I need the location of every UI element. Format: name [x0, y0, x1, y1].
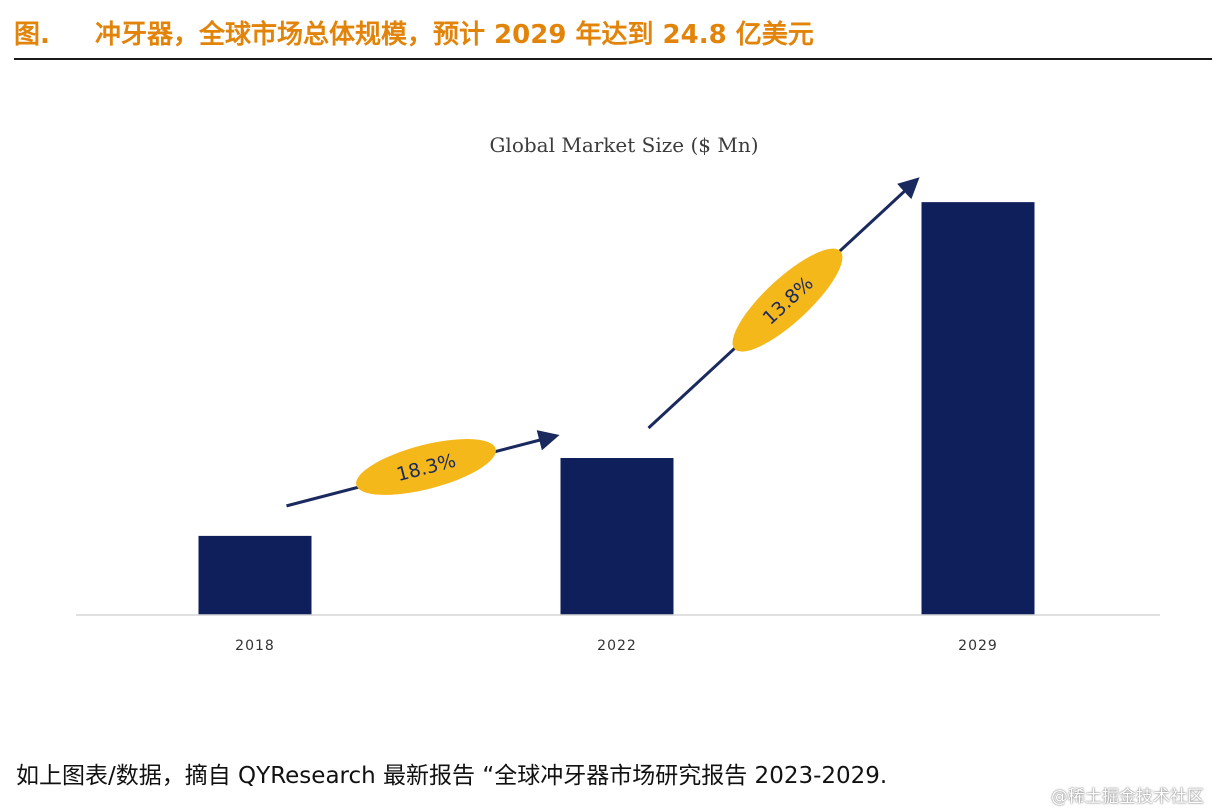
x-tick-label-2029: 2029	[958, 638, 998, 654]
market-size-bar-chart: Global Market Size ($ Mn) 2018 2022 2029 1…	[76, 133, 1160, 654]
x-axis-ticks: 2018 2022 2029	[235, 638, 998, 654]
bars-layer	[198, 202, 1035, 615]
figure-header: 图. 冲牙器，全球市场总体规模，预计 2029 年达到 24.8 亿美元	[0, 0, 1214, 60]
cagr-badge-1: 18.3%	[356, 439, 496, 495]
x-tick-label-2018: 2018	[235, 638, 275, 654]
cagr-annotations: 18.3% 13.8%	[286, 177, 920, 508]
watermark: @稀土掘金技术社区	[1051, 787, 1204, 807]
source-caption: 如上图表/数据，摘自 QYResearch 最新报告 “全球冲牙器市场研究报告 …	[16, 763, 888, 789]
cagr-badge-ellipse	[356, 439, 496, 495]
cagr-badge-2: 13.8%	[732, 248, 843, 352]
chart-panel: Global Market Size ($ Mn) 2018 2022 2029 1…	[14, 70, 1212, 720]
bar-2018	[198, 535, 312, 615]
x-tick-label-2022: 2022	[597, 638, 637, 654]
chart-title: Global Market Size ($ Mn)	[489, 133, 758, 157]
figure-label: 图.	[14, 20, 50, 50]
header-divider	[14, 58, 1212, 60]
figure-title: 冲牙器，全球市场总体规模，预计 2029 年达到 24.8 亿美元	[95, 20, 814, 50]
cagr-badge-ellipse	[732, 248, 843, 352]
bar-2022	[560, 458, 674, 615]
bar-2029	[921, 202, 1035, 615]
